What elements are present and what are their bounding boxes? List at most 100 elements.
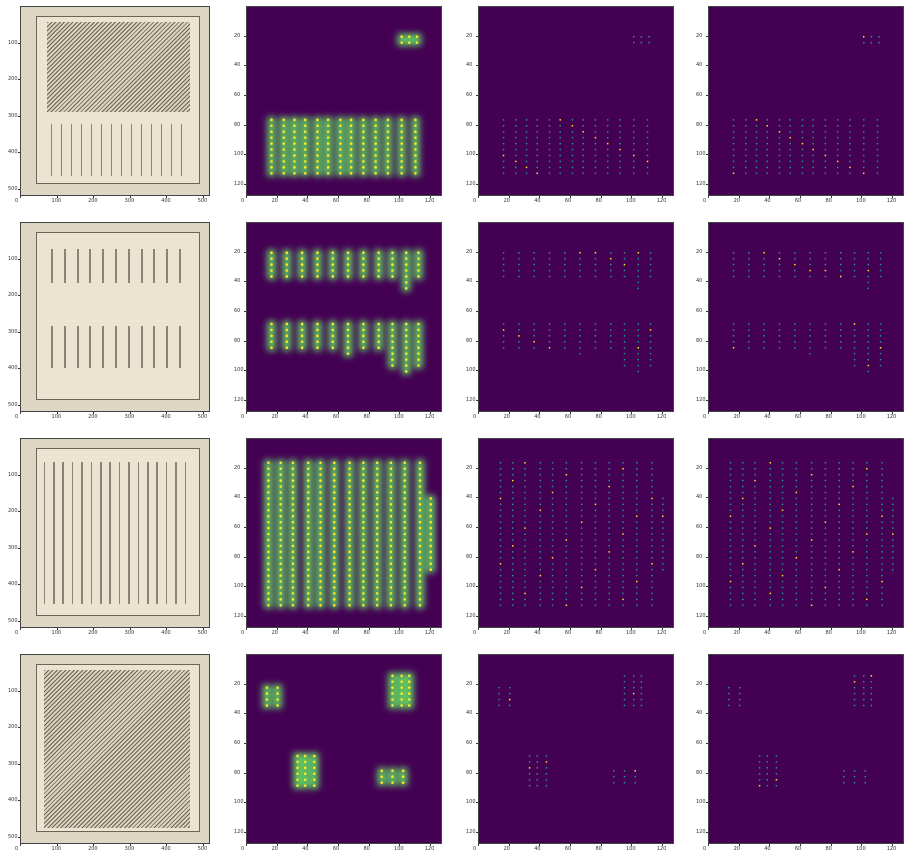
heatmap-plot (263, 459, 436, 609)
peak-point (637, 257, 640, 260)
image-xtick-label: 200 (88, 414, 98, 420)
heat-peak (303, 160, 307, 163)
peak-point (548, 257, 551, 260)
peak-point (594, 172, 597, 175)
peak-point (580, 539, 583, 541)
peak-point (632, 675, 635, 677)
map-ytick-label: 120 (466, 613, 476, 620)
peak-point (769, 497, 772, 500)
map-ytick-label: 120 (466, 397, 476, 404)
peak-point (649, 263, 652, 266)
peak-point (502, 346, 505, 349)
heat-peak (339, 130, 342, 133)
heat-peak (362, 467, 365, 470)
heat-peak (267, 508, 270, 512)
peak-point (632, 130, 635, 133)
peak-point (795, 491, 798, 494)
peak-point (525, 130, 528, 133)
map-xtick-mark (631, 412, 633, 414)
heat-peak (348, 461, 351, 465)
peak-point (838, 473, 840, 476)
peak-point (794, 335, 796, 337)
peak-point (838, 562, 840, 565)
map-xtick-label: 40 (302, 846, 309, 852)
heat-peak (332, 580, 336, 583)
heat-peak (265, 698, 269, 701)
peak-point (878, 35, 880, 38)
heat-peak (316, 160, 319, 163)
peak-point (571, 172, 574, 175)
peak-point (769, 479, 772, 482)
map-ytick-mark (476, 35, 478, 37)
peak-point (518, 263, 520, 266)
peak-point (551, 473, 554, 476)
map-xtick-mark (399, 844, 401, 846)
peak-point (559, 125, 561, 127)
heat-peak (303, 154, 307, 157)
map-xtick-mark (769, 844, 771, 846)
peak-point (763, 251, 765, 254)
peak-point (636, 509, 638, 512)
peak-point (579, 275, 581, 278)
peak-point (539, 485, 542, 488)
peak-point (741, 509, 744, 512)
map-xtick-mark (368, 628, 370, 630)
heat-peak (316, 130, 319, 133)
peak-point (564, 257, 566, 260)
peak-point (732, 341, 735, 343)
peak-point (649, 251, 652, 254)
peak-point (870, 698, 873, 701)
heat-peak (429, 514, 433, 518)
text-column (153, 249, 156, 284)
peak-point (810, 592, 813, 595)
heat-peak (279, 592, 282, 595)
map-xtick-label: 100 (856, 846, 866, 852)
image-xtick-mark (129, 844, 131, 846)
peak-point (548, 130, 551, 133)
peak-point (594, 160, 597, 163)
peak-point (769, 598, 772, 601)
map-ytick-label: 60 (466, 92, 473, 99)
heat-peak (374, 142, 377, 145)
peak-point (594, 491, 597, 494)
heat-peak (331, 322, 335, 326)
peak-point (781, 503, 784, 506)
peak-point (502, 263, 505, 266)
peak-point (609, 251, 612, 254)
map-xtick-label: 0 (473, 630, 477, 636)
heat-peak (267, 574, 270, 577)
map-xtick-label: 60 (564, 630, 572, 636)
heat-peak (429, 503, 433, 506)
peak-point (662, 509, 664, 512)
peak-point (582, 154, 584, 157)
peak-point (766, 761, 768, 763)
peak-point (548, 172, 551, 175)
peak-point (766, 119, 768, 121)
peak-point (862, 148, 865, 151)
peak-point (565, 473, 568, 476)
peak-point (741, 586, 744, 589)
peak-point (867, 323, 870, 325)
heat-peak (306, 592, 310, 595)
peak-point (571, 160, 574, 163)
peak-point (754, 562, 756, 565)
peak-point (651, 604, 653, 607)
map-xtick-label: 120 (886, 846, 897, 852)
peak-point (789, 125, 791, 127)
peak-point (511, 497, 514, 500)
peak-point (738, 686, 741, 689)
image-xtick-label: 100 (51, 630, 62, 636)
peak-point (565, 568, 568, 571)
heat-peak (418, 586, 422, 589)
peak-point (636, 521, 638, 523)
peak-point (582, 130, 584, 133)
peak-point (795, 539, 798, 541)
peak-point (636, 497, 638, 500)
heat-peak (417, 340, 420, 344)
heat-peak (386, 130, 390, 133)
peak-point (636, 491, 638, 494)
text-column (178, 326, 181, 368)
heat-peak (375, 562, 379, 565)
heat-peak (429, 568, 433, 571)
heat-peak (386, 118, 390, 122)
